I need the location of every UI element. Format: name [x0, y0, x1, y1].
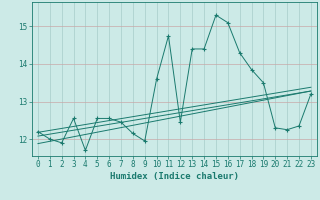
X-axis label: Humidex (Indice chaleur): Humidex (Indice chaleur) [110, 172, 239, 181]
